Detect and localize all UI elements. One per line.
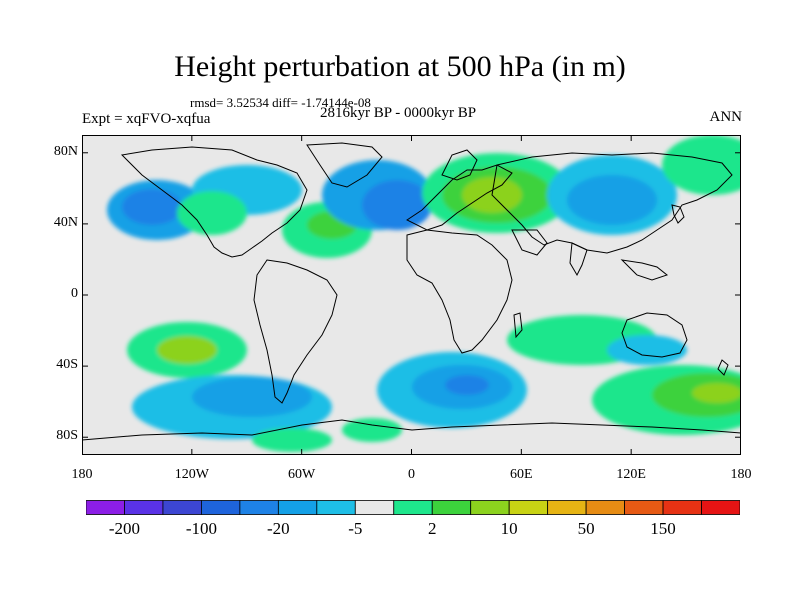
colorbar-label: 50 [577, 519, 595, 538]
period-label: 2816kyr BP - 0000kyr BP [320, 105, 477, 121]
colorbar-swatch [201, 500, 241, 515]
colorbar-swatch [239, 500, 279, 515]
colorbar-swatch [508, 500, 549, 515]
coastlines [82, 142, 741, 441]
lon-tick-label: 180 [730, 467, 752, 482]
axis-ticks [82, 135, 741, 455]
contour-west-us [177, 191, 247, 235]
contour-south-pacific-core [157, 336, 217, 364]
colorbar-swatch [162, 500, 202, 515]
contour-ne-pacific [662, 135, 741, 195]
colorbar-swatch [585, 500, 625, 515]
colorbar-label: -200 [108, 519, 141, 538]
lon-tick-label: 0 [408, 467, 415, 482]
colorbar-swatch [277, 500, 318, 515]
lon-tick-label: 60E [510, 467, 533, 482]
colorbar-label: -20 [267, 519, 290, 538]
colorbar-label: -100 [185, 519, 217, 538]
colorbar-swatch [470, 500, 510, 515]
lon-tick-label: 120W [174, 467, 209, 482]
lat-tick-label: 40N [53, 214, 78, 230]
contour-greenland-core [362, 180, 432, 230]
lat-tick-label: 40S [56, 357, 78, 373]
lon-tick-label: 120E [616, 467, 646, 482]
colorbar-swatch [431, 500, 472, 515]
contour-south-america-core [192, 377, 312, 417]
colorbar-swatch [316, 500, 356, 515]
experiment-label: Expt = xqFVO-xqfua [82, 111, 211, 127]
season-label: ANN [709, 109, 743, 125]
colorbar-label: 150 [650, 519, 676, 538]
colorbar-swatch [354, 500, 395, 515]
chart-title: Height perturbation at 500 hPa (in m) [174, 50, 626, 83]
colorbar-label: -5 [348, 519, 363, 538]
colorbar-swatch [701, 500, 740, 515]
lon-tick-label: 60W [288, 467, 316, 482]
colorbar-swatch [662, 500, 702, 515]
contour-southern-pacific-inner [692, 383, 741, 403]
color-bar [86, 500, 740, 515]
contour-south-atlantic-inner [445, 375, 489, 395]
contour-siberia-core [567, 175, 657, 225]
lon-tick-label: 180 [71, 467, 93, 482]
colorbar-swatch [547, 500, 587, 515]
rmsd-diff-label: rmsd= 3.52534 diff= -1.74144e-08 [190, 95, 371, 110]
contour-antarctic-west [252, 428, 332, 452]
colorbar-swatch [393, 500, 433, 515]
contour-fill-layer [107, 135, 741, 452]
contour-australia [607, 335, 687, 365]
colorbar-swatch [86, 500, 125, 515]
colorbar-swatch [124, 500, 164, 515]
contour-north-pacific-core [122, 189, 182, 225]
contour-antarctic-east [342, 418, 402, 442]
map-plot [82, 135, 741, 455]
colorbar-label: 2 [427, 519, 437, 538]
lat-tick-label: 80S [56, 428, 78, 444]
colorbar-swatch [624, 500, 664, 515]
lat-tick-label: 80N [53, 143, 78, 159]
lat-tick-label: 0 [71, 286, 78, 301]
colorbar-label: 10 [500, 519, 518, 538]
